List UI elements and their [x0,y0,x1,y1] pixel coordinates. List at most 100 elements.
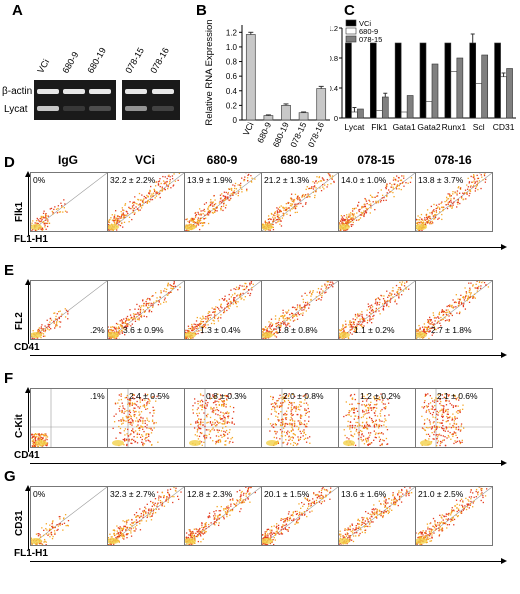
facs-event [465,295,467,298]
facs-percentage: 14.0 ± 1.0% [341,175,387,185]
facs-event [110,217,112,219]
facs-event [123,444,125,446]
facs-event [156,191,158,193]
facs-event [379,201,382,203]
facs-event [190,337,193,339]
facs-event [268,331,270,333]
facs-event [340,215,343,217]
facs-event [214,400,216,402]
facs-x-axis-arrow [30,558,507,564]
facs-event [302,430,304,432]
facs-event [186,537,188,539]
facs-event [363,210,365,212]
facs-event [280,211,282,213]
facs-event [240,182,242,184]
facs-event [57,207,59,210]
facs-event [140,207,143,209]
facs-event [291,428,294,430]
facs-event [150,432,153,434]
facs-event [136,303,138,306]
facs-event [385,406,387,408]
facs-event [191,220,193,222]
facs-event [354,427,356,429]
facs-event [132,521,135,524]
facs-event [278,406,281,408]
facs-event [349,326,351,328]
facs-event [280,421,282,424]
facs-event [462,304,465,307]
facs-event [277,413,280,415]
facs-event [365,207,367,210]
facs-event [223,509,225,511]
facs-event [457,187,459,189]
facs-event [203,324,205,326]
facs-event [455,405,457,408]
facs-event [33,445,35,447]
facs-event [153,423,155,425]
facs-event [433,421,435,423]
facs-event [238,287,240,290]
facs-event [154,197,156,199]
facs-event [299,306,301,308]
facs-event [280,205,282,207]
gel-row-label-actin: β-actin [2,86,33,97]
facs-event [123,221,126,223]
gate-line [108,281,184,339]
facs-event [139,405,142,408]
facs-event [55,324,57,326]
facs-event [398,297,400,299]
facs-event [423,328,426,330]
facs-event [33,433,35,436]
facs-event [352,435,354,438]
facs-event [134,521,136,523]
facs-event [117,532,119,534]
y-tick-label: 1.2 [226,28,238,37]
facs-event [45,523,48,525]
facs-event [119,532,122,534]
facs-event [274,423,277,425]
facs-event [125,325,127,328]
facs-event [424,393,427,395]
facs-event [128,398,131,401]
facs-event [471,181,473,183]
facs-event [279,209,281,212]
facs-event [431,414,434,416]
facs-event [128,416,130,418]
facs-density-core [108,224,119,230]
facs-event [306,423,308,425]
facs-event [206,405,208,407]
facs-event [276,207,278,209]
facs-x-axis-label: CD41 [14,342,40,353]
facs-event [339,329,341,331]
facs-event [364,425,366,428]
facs-event [173,281,176,283]
facs-event [306,196,308,198]
facs-event [227,415,230,417]
facs-event [374,209,376,211]
facs-event [214,401,216,403]
facs-event [272,406,274,408]
facs-event [213,308,215,310]
facs-event [228,293,230,296]
facs-event [432,438,434,440]
facs-event [145,511,147,513]
facs-event [421,427,424,429]
facs-percentage: .1% [90,391,105,401]
facs-event [424,326,426,328]
facs-event [420,221,423,224]
facs-event [133,394,135,396]
facs-event [197,425,199,427]
facs-event [472,186,474,188]
facs-event [58,310,60,313]
facs-event [38,434,40,436]
facs-event [390,294,392,297]
facs-event [373,314,375,317]
facs-event [294,434,297,436]
facs-event [345,218,347,221]
facs-event [207,208,209,211]
facs-event [458,302,460,305]
facs-event [274,212,276,214]
facs-event [163,183,165,185]
facs-event [283,397,285,399]
facs-event [362,421,364,424]
